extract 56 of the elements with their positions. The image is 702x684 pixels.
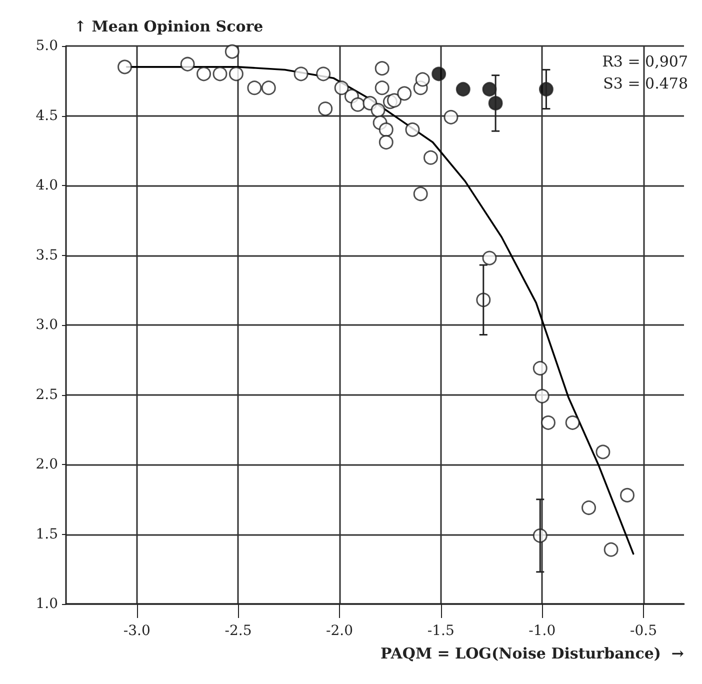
x-tick-label: -1.0 — [528, 623, 556, 639]
point — [247, 80, 262, 96]
point — [350, 97, 366, 112]
x-tick-label: -1.5 — [427, 623, 454, 639]
point — [334, 80, 349, 96]
point — [261, 80, 276, 96]
point — [565, 415, 580, 430]
point — [370, 102, 386, 118]
point — [482, 82, 497, 96]
point — [405, 122, 420, 137]
point — [582, 500, 596, 515]
point — [604, 542, 618, 557]
point — [456, 82, 470, 96]
point — [541, 415, 556, 430]
point — [294, 66, 308, 82]
y-tick-label: 4.0 — [36, 178, 58, 194]
y-tick-label: 1.5 — [36, 526, 58, 542]
point — [212, 66, 228, 82]
y-tick-label: 3.0 — [36, 317, 58, 333]
annotation: R3 = 0,907 — [602, 52, 688, 70]
point — [432, 66, 446, 82]
point — [224, 44, 240, 59]
point — [316, 66, 331, 82]
point — [415, 72, 430, 87]
y-tick-label: 2.5 — [36, 386, 58, 403]
point — [318, 102, 333, 116]
point — [374, 80, 390, 96]
y-tick-label: 3.5 — [36, 247, 58, 264]
x-tick-label: -0.5 — [630, 623, 657, 639]
annotation: S3 = 0.478 — [603, 74, 688, 92]
y-tick-label: 4.5 — [36, 108, 58, 124]
point — [423, 150, 438, 165]
point — [196, 66, 212, 82]
x-tick-label: -3.0 — [123, 623, 150, 639]
point — [413, 186, 428, 202]
x-tick-label: -2.5 — [224, 623, 252, 639]
point — [378, 135, 394, 150]
x-tick-label: -2.0 — [326, 623, 354, 639]
y-tick-label: 5.0 — [36, 38, 58, 54]
point — [118, 60, 132, 74]
point — [228, 66, 244, 82]
point — [534, 388, 550, 404]
point — [180, 56, 195, 72]
point — [378, 122, 394, 137]
point — [596, 444, 610, 460]
x-axis-title: PAQM = LOG(Noise Disturbance) → — [380, 644, 684, 662]
point — [374, 61, 390, 76]
point — [482, 250, 497, 266]
y-axis-title: ↑ Mean Opinion Score — [74, 18, 264, 36]
point — [444, 110, 458, 124]
y-tick-label: 2.0 — [36, 456, 58, 472]
point — [397, 86, 412, 101]
point — [387, 93, 402, 108]
point — [620, 488, 635, 502]
y-tick-label: 1.0 — [36, 596, 58, 612]
point — [532, 361, 548, 376]
